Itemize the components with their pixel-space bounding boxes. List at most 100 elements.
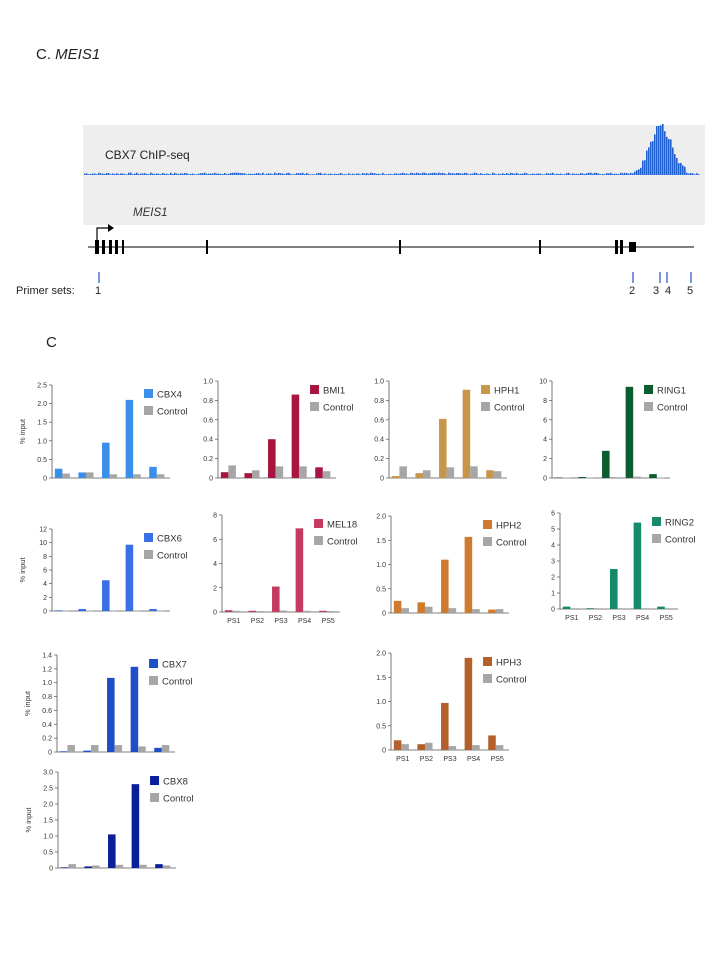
y-tick-label: 6 [213, 537, 217, 544]
y-tick-label: 0.4 [203, 437, 213, 444]
bar-cbx6-ps5 [149, 608, 157, 611]
y-tick-label: 1.5 [37, 420, 47, 427]
y-tick-label: 0.6 [203, 417, 213, 424]
legend-swatch [150, 793, 160, 802]
bar-control-ps1 [401, 744, 409, 750]
legend-label: RING2 [665, 518, 694, 529]
bar-cbx6-ps2 [78, 608, 86, 611]
bar-cbx8-ps3 [108, 834, 116, 868]
bar-cbx4-ps2 [78, 472, 86, 478]
bar-control-ps5 [664, 608, 673, 609]
chart-hph3: 0 0.5 1.0 1.5 2.0 PS1 PS2 PS3 PS4 PS5 HPH3 Control [376, 651, 526, 764]
bar-control-ps1 [562, 477, 570, 479]
primer-4: 4 [665, 285, 672, 297]
chart-ring1: 0 2 4 6 8 10 RING1 Control [539, 379, 687, 483]
bar-control-ps2 [424, 606, 433, 613]
x-tick-label: PS3 [443, 756, 456, 763]
y-tick-label: 0 [380, 476, 384, 483]
bar-control-ps4 [470, 466, 478, 478]
bar-ring2-ps3 [610, 569, 618, 609]
y-tick-label: 2.0 [376, 651, 386, 658]
y-tick-label: 0.2 [203, 456, 213, 463]
legend-label: Control [657, 403, 688, 414]
x-tick-label: PS2 [589, 615, 602, 622]
y-axis-label: % input [18, 418, 27, 444]
bar-mel18-ps1 [224, 610, 233, 612]
y-tick-label: 0 [43, 476, 47, 483]
legend-swatch [310, 402, 320, 411]
bar-cbx4-ps1 [54, 468, 63, 478]
y-tick-label: 10 [539, 379, 547, 386]
bar-control-ps3 [617, 608, 626, 609]
bar-ring2-ps4 [633, 522, 642, 609]
legend-label: CBX7 [162, 660, 187, 671]
legend-label: Control [496, 675, 527, 686]
bar-ring1-ps1 [554, 477, 563, 479]
legend-label: MEL18 [327, 520, 357, 531]
y-tick-label: 6 [551, 511, 555, 518]
bar-control-ps1 [67, 745, 75, 752]
bar-control-ps5 [322, 471, 331, 478]
bar-control-ps5 [495, 609, 504, 613]
bar-ring2-ps5 [657, 606, 665, 609]
y-tick-label: 0.5 [43, 850, 53, 857]
y-tick-label: 2 [543, 456, 547, 463]
y-tick-label: 0.6 [374, 417, 384, 424]
x-tick-label: PS2 [420, 756, 433, 763]
bar-control-ps3 [446, 467, 455, 478]
bar-control-ps4 [133, 474, 141, 478]
bar-cbx7-ps4 [130, 666, 139, 752]
x-tick-label: PS2 [251, 618, 264, 625]
legend-swatch [644, 385, 654, 394]
legend-label: CBX6 [157, 534, 182, 545]
y-tick-label: 1.2 [42, 666, 52, 673]
y-tick-label: 4 [213, 561, 217, 568]
legend-swatch [483, 520, 493, 529]
bar-cbx6-ps3 [102, 580, 110, 611]
legend-label: Control [162, 677, 193, 688]
x-tick-label: PS4 [298, 618, 311, 625]
bar-hph3-ps4 [464, 657, 473, 750]
y-tick-label: 0 [543, 476, 547, 483]
bar-control-ps5 [495, 745, 504, 750]
bar-control-ps2 [90, 745, 99, 752]
bar-control-ps5 [161, 745, 170, 752]
bar-control-ps2 [255, 611, 264, 612]
y-tick-label: 3 [551, 559, 555, 566]
bar-control-ps2 [585, 477, 594, 479]
bar-control-ps3 [109, 474, 118, 478]
y-tick-label: 6 [43, 568, 47, 575]
chart-cbx4: 0 0.5 1.0 1.5 2.0 2.5 % input CBX4 Control [18, 383, 188, 483]
x-tick-label: PS1 [396, 756, 409, 763]
y-tick-label: 2.0 [43, 802, 53, 809]
y-tick-label: 1.0 [42, 680, 52, 687]
bar-control-ps5 [493, 471, 502, 478]
y-tick-label: 0 [48, 750, 52, 757]
y-tick-label: 2 [551, 575, 555, 582]
legend-swatch [644, 402, 654, 411]
y-tick-label: 1.0 [37, 438, 47, 445]
bar-control-ps2 [251, 470, 260, 478]
bar-control-ps2 [422, 470, 431, 478]
chart-mel18: 0 2 4 6 8 PS1 PS2 PS3 PS4 PS5 MEL18 Control [213, 513, 358, 626]
bar-control-ps1 [399, 466, 407, 478]
y-tick-label: 1.5 [43, 818, 53, 825]
bar-control-ps3 [448, 608, 457, 613]
x-tick-label: PS5 [322, 618, 335, 625]
legend-label: Control [163, 794, 194, 805]
bar-control-ps2 [424, 742, 433, 750]
sub-panel-label: C [46, 334, 57, 351]
y-axis-label: % input [18, 557, 27, 583]
chart-cbx8: 0 0.5 1.0 1.5 2.0 2.5 3.0 % input CBX8 Control [24, 770, 194, 873]
legend-label: Control [494, 403, 525, 414]
x-tick-label: PS1 [227, 618, 240, 625]
bar-control-ps2 [593, 608, 602, 609]
bar-mel18-ps3 [272, 586, 280, 612]
bar-control-ps5 [162, 865, 171, 868]
legend-swatch [652, 534, 662, 543]
primer-sets-label: Primer sets: [16, 285, 75, 297]
primer-3: 3 [653, 285, 660, 297]
bar-hph1-ps1 [391, 476, 400, 478]
bar-ring2-ps2 [586, 608, 594, 609]
y-tick-label: 0.5 [376, 586, 386, 593]
